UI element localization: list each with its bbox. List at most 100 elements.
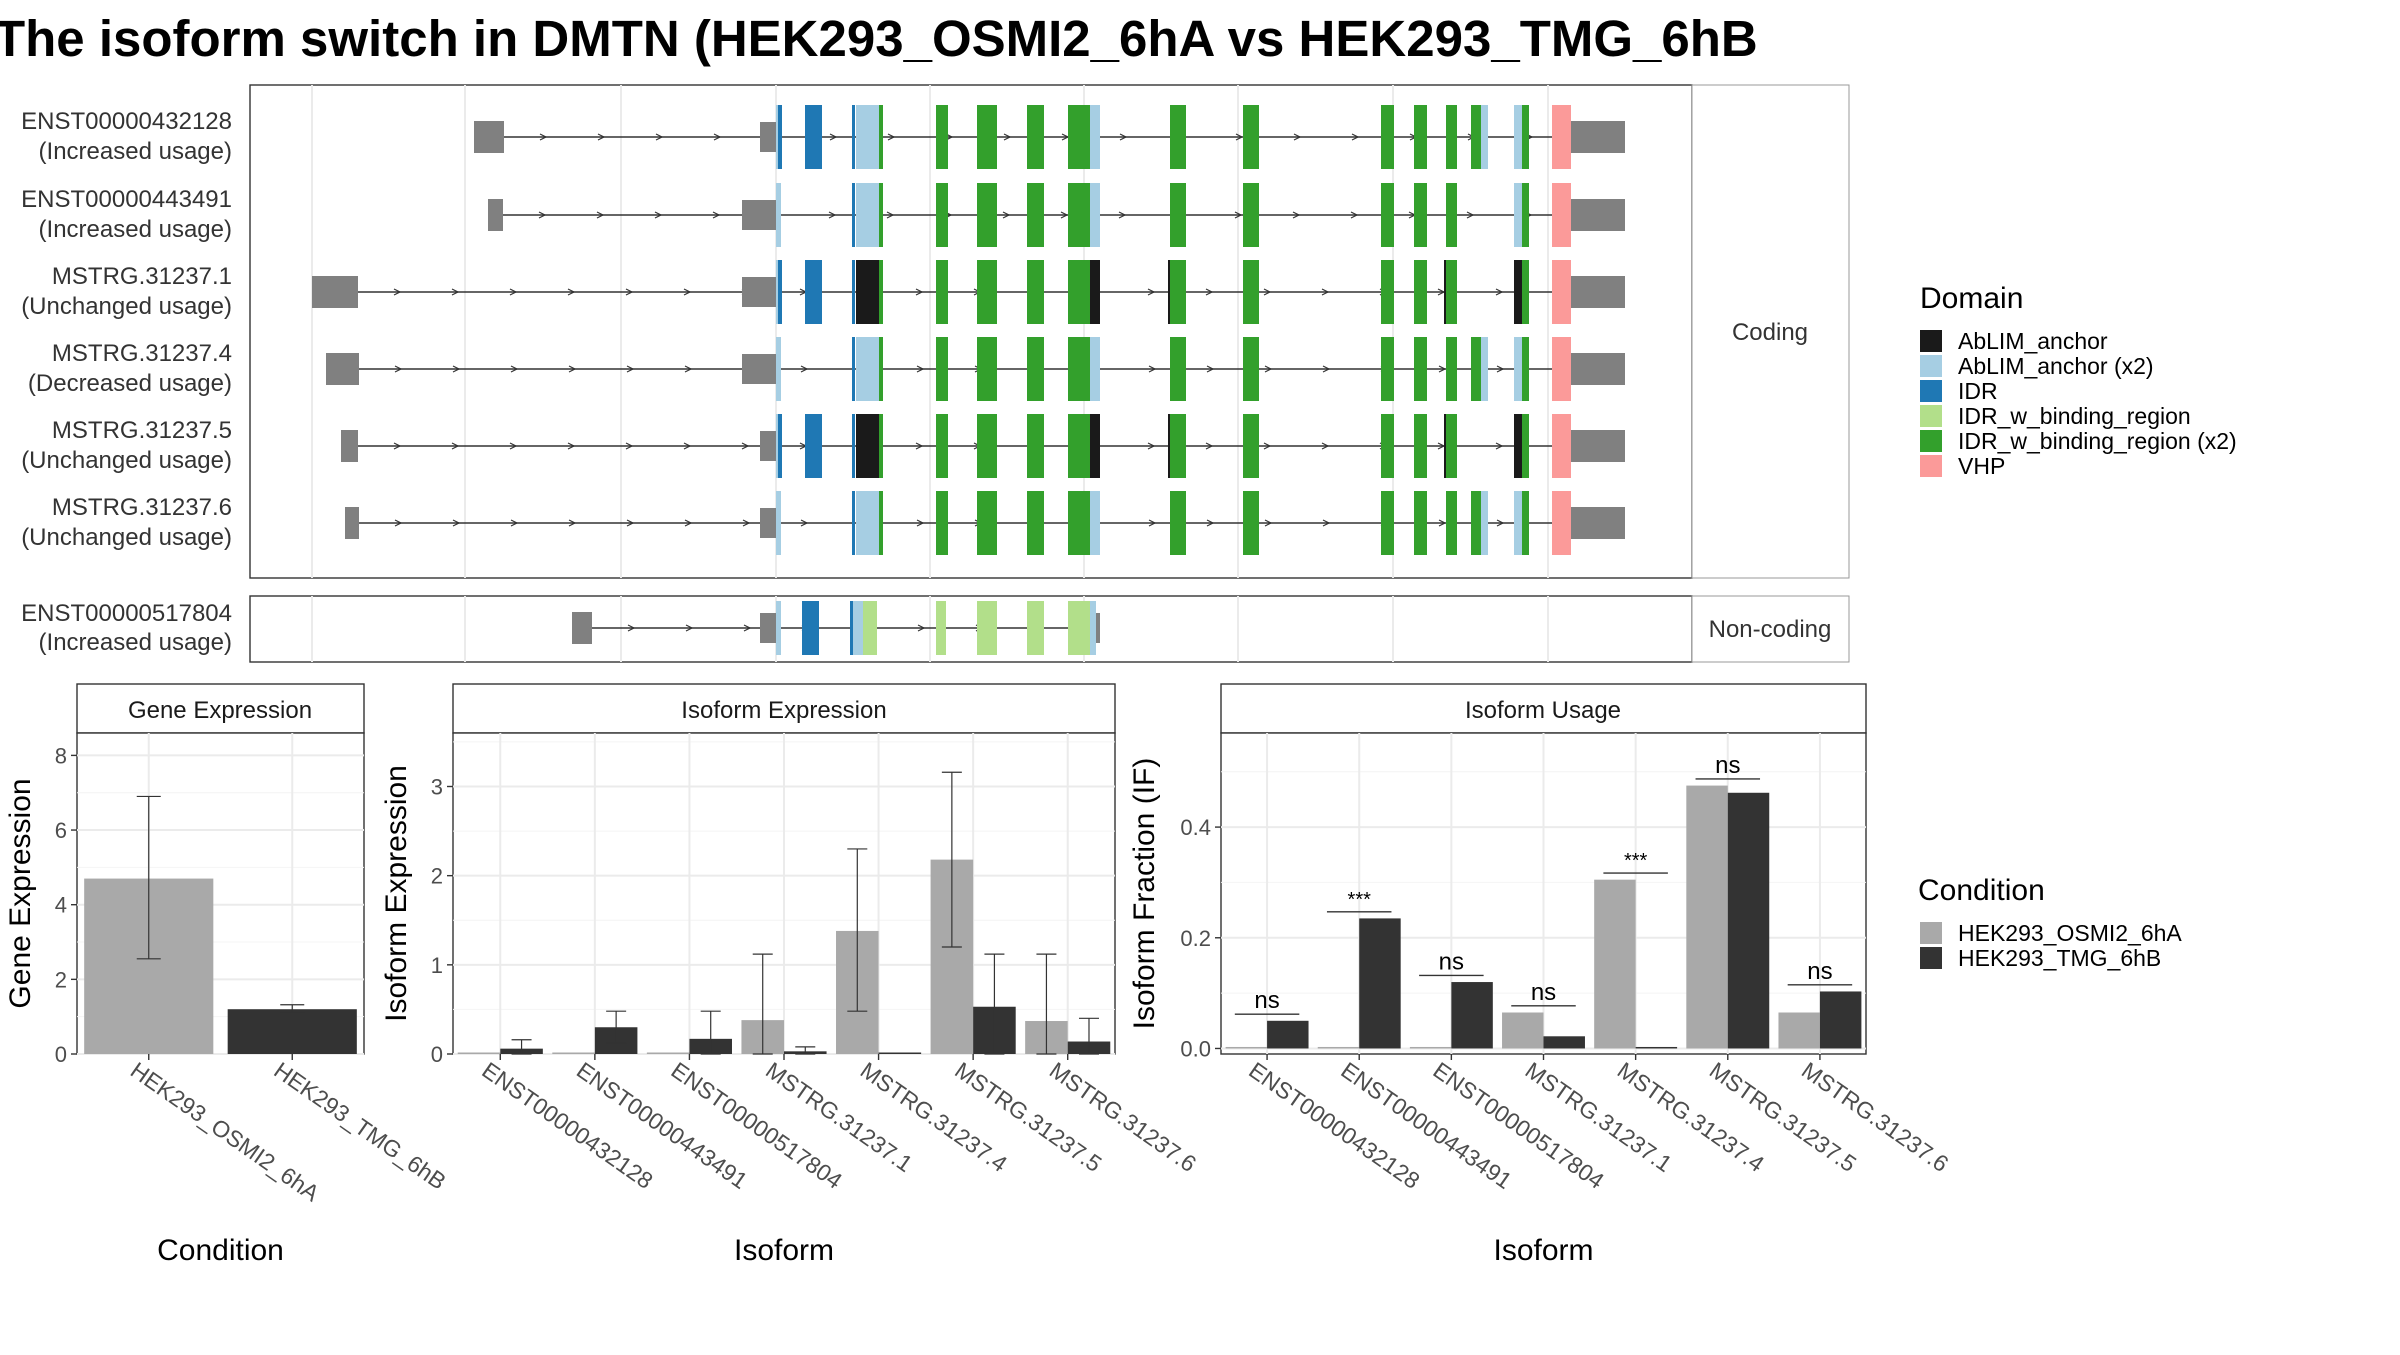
strand-arrow [1002, 211, 1011, 219]
domain-legend-item: AbLIM_anchor [1958, 328, 2108, 354]
exon [977, 414, 997, 478]
domain-legend-item: IDR_w_binding_region (x2) [1958, 428, 2237, 454]
exon [778, 414, 782, 478]
strand-arrow [1206, 519, 1215, 527]
strand-arrow [800, 519, 809, 527]
strand-arrow [829, 133, 838, 141]
isoform-row5 [345, 491, 1625, 555]
exon [936, 105, 948, 169]
panel-strip [452, 683, 1116, 734]
bar [1819, 991, 1862, 1049]
strand-arrow [452, 519, 461, 527]
y-tick-label: 0 [55, 1042, 67, 1067]
exon [1243, 183, 1259, 247]
exon [1414, 260, 1427, 324]
strand-arrow [567, 288, 576, 296]
exon [879, 260, 883, 324]
bar [1502, 1012, 1544, 1049]
exon [1552, 337, 1571, 401]
exon [1170, 105, 1186, 169]
exon [1243, 491, 1259, 555]
exon [1090, 183, 1100, 247]
domain-legend-swatch [1920, 430, 1942, 452]
strand-arrow [1293, 133, 1302, 141]
isoform-row3 [326, 337, 1625, 401]
exon [852, 491, 855, 555]
x-tick-label: ENST00000443491 [1336, 1057, 1516, 1194]
exon [1027, 414, 1044, 478]
exon [1446, 491, 1457, 555]
chart-isoform-usage: Isoform Usage 0.0 0.2 0.4 ns *** ns ns *** ns ns EN… [1128, 683, 1953, 1267]
strand-arrow [1495, 442, 1504, 450]
strand-arrow [451, 442, 460, 450]
domain-legend-swatch [1920, 380, 1942, 402]
exon [805, 105, 822, 169]
strand-arrow [1322, 365, 1331, 373]
bar [1686, 785, 1728, 1049]
bar [1409, 1046, 1452, 1049]
strand-arrow [1147, 288, 1156, 296]
exon [1243, 414, 1259, 478]
exon [778, 105, 782, 169]
condition-legend-swatch [1920, 922, 1942, 944]
strand-arrow [1263, 288, 1272, 296]
domain-legend-swatch [1920, 330, 1942, 352]
exon [1068, 260, 1090, 324]
bar [1727, 792, 1770, 1049]
exon [1481, 337, 1488, 401]
exon [762, 277, 776, 307]
exon [856, 260, 879, 324]
exon [936, 414, 948, 478]
strand-arrow [1147, 442, 1156, 450]
strand-arrow [1351, 133, 1360, 141]
exon [760, 613, 770, 643]
noncoding-strip [1691, 595, 1850, 663]
y-tick-label: 3 [431, 775, 443, 800]
y-tick-label: 4 [55, 893, 67, 918]
strand-arrow [915, 442, 924, 450]
bar [1635, 1046, 1678, 1049]
exon [1522, 337, 1529, 401]
chart-title: Isoform Expression [681, 697, 886, 724]
strand-arrow [539, 133, 548, 141]
exon [1571, 353, 1625, 385]
isoform-id-label: MSTRG.31237.4 [52, 340, 232, 367]
exon [852, 183, 855, 247]
strand-arrow [1292, 211, 1301, 219]
utr-exon [572, 612, 592, 644]
strand-arrow [509, 442, 518, 450]
x-tick-label: ENST00000443491 [572, 1057, 752, 1194]
exon [1068, 491, 1090, 555]
x-tick-label: MSTRG.31237.6 [1797, 1057, 1953, 1177]
significance-label: ns [1807, 958, 1832, 985]
strand-arrow [1003, 133, 1012, 141]
isoform-id-label: ENST00000432128 [21, 108, 232, 135]
isoform-usage-label: (Increased usage) [39, 138, 232, 165]
exon [776, 337, 781, 401]
strand-arrow [685, 624, 694, 632]
isoform-row0 [474, 105, 1625, 169]
exon [762, 200, 776, 230]
exon [1471, 491, 1481, 555]
exon [1552, 105, 1571, 169]
exon [802, 601, 819, 655]
bar [1778, 1012, 1820, 1049]
strand-arrow [683, 442, 692, 450]
x-tick-label: ENST00000432128 [1244, 1057, 1424, 1194]
exon [1522, 105, 1529, 169]
condition-legend-title: Condition [1918, 874, 2045, 907]
exon [1514, 183, 1522, 247]
exon [1522, 491, 1529, 555]
utr-exon [345, 507, 359, 539]
exon [1027, 260, 1044, 324]
exon [762, 122, 776, 152]
bar [552, 1052, 595, 1054]
strand-arrow [567, 442, 576, 450]
chart-title: Isoform Usage [1465, 697, 1621, 724]
exon [1090, 105, 1100, 169]
strand-arrow [1496, 519, 1505, 527]
isoform-usage-label: (Unchanged usage) [21, 293, 232, 320]
strand-arrow [713, 133, 722, 141]
exon [977, 337, 997, 401]
condition-legend-item: HEK293_TMG_6hB [1958, 945, 2161, 971]
